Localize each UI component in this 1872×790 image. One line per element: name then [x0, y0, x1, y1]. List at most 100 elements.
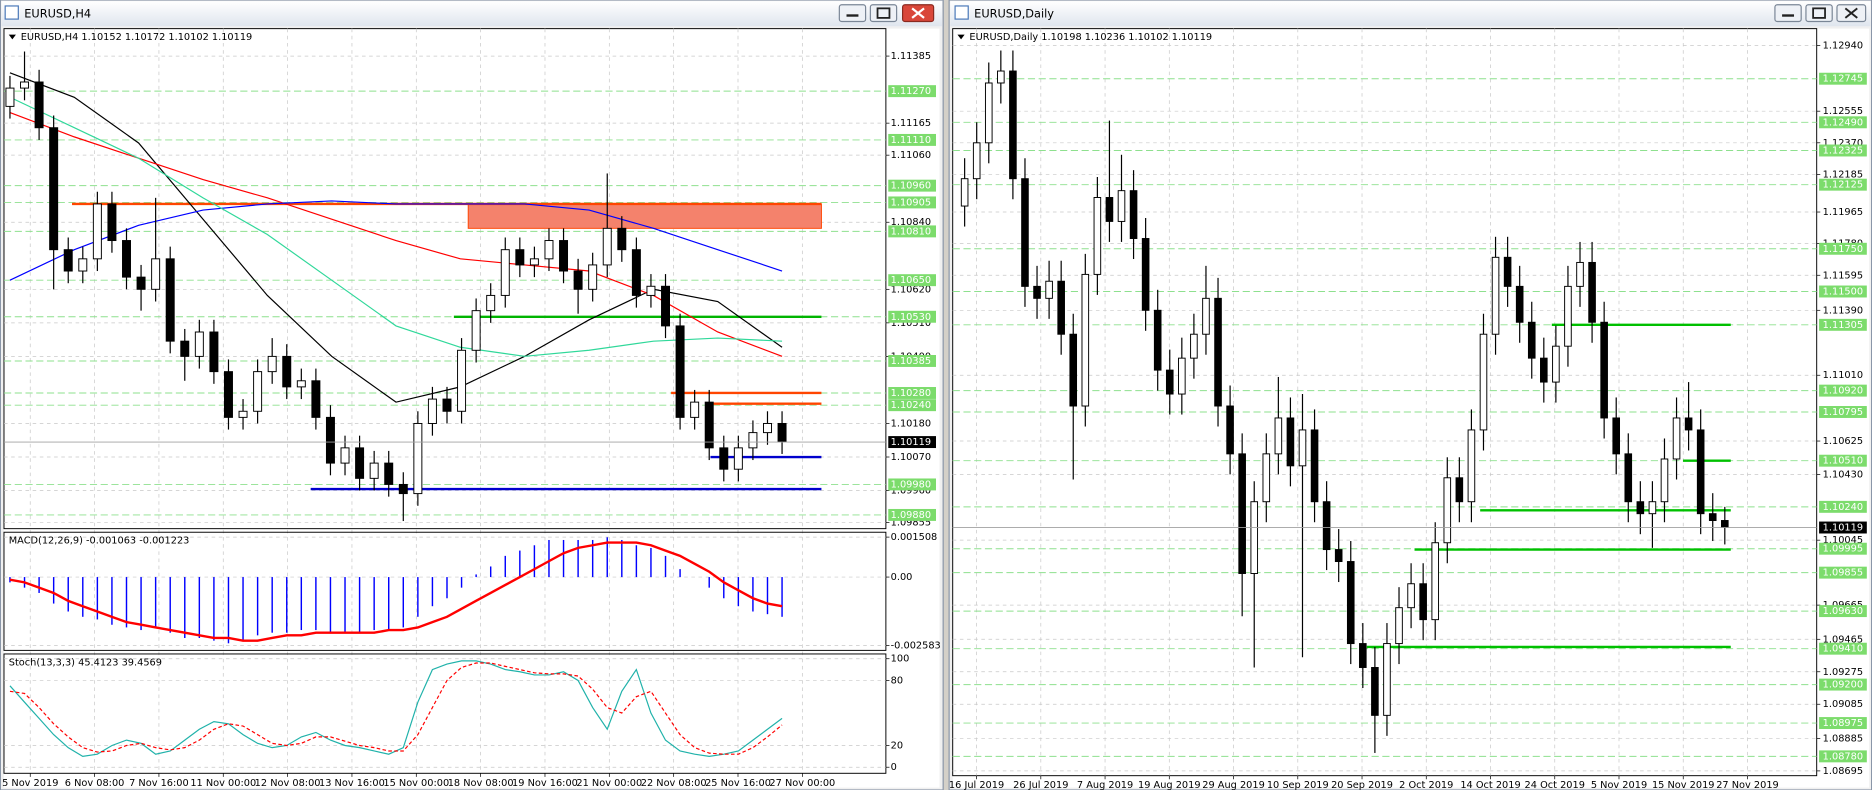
- candle-body: [1443, 477, 1452, 544]
- time-label: 13 Nov 16:00: [319, 778, 385, 789]
- y-tick-label: 1.09465: [1823, 634, 1863, 645]
- time-label: 7 Nov 16:00: [129, 778, 189, 789]
- y-tick-label: 0.00: [891, 572, 913, 583]
- y-tick-label: 1.11010: [1823, 370, 1863, 381]
- candle-body: [1286, 417, 1295, 467]
- candle-body: [1346, 561, 1355, 645]
- level-label: 1.09980: [891, 479, 931, 490]
- level-label-box: [888, 133, 936, 146]
- candle-body: [1612, 417, 1621, 455]
- level-label-box: [1819, 750, 1867, 763]
- y-tick-label: 1.08885: [1823, 733, 1863, 744]
- pane-border: [3, 653, 887, 774]
- candle-body: [1371, 667, 1379, 716]
- candle-body: [122, 240, 131, 278]
- candle-body: [486, 294, 496, 312]
- candle-body: [1552, 345, 1560, 383]
- level-label-box: [1819, 500, 1867, 513]
- y-tick-label: 1.12370: [1823, 138, 1863, 149]
- candle-body: [136, 276, 146, 290]
- time-label: 27 Nov 00:00: [769, 778, 835, 789]
- candle-body: [617, 227, 627, 251]
- restore-button[interactable]: [869, 4, 898, 23]
- candle-body: [267, 355, 277, 373]
- last-price-box: [1819, 521, 1867, 534]
- level-label: 1.10530: [891, 312, 931, 323]
- time-label: 26 Jul 2019: [1013, 780, 1068, 790]
- y-tick-label: 1.11165: [891, 118, 931, 129]
- level-label: 1.11750: [1823, 244, 1863, 255]
- y-tick-label: 1.08695: [1823, 766, 1863, 777]
- time-label: 12 Nov 08:00: [255, 778, 321, 789]
- level-label: 1.10240: [1823, 502, 1863, 513]
- title-bar: [950, 1, 1871, 27]
- level-label: 1.10240: [891, 400, 931, 411]
- candle-body: [1491, 256, 1500, 335]
- candle-body: [209, 331, 219, 373]
- candle-body: [1515, 285, 1524, 323]
- info-arrow: [8, 34, 16, 40]
- time-label: 6 Nov 08:00: [65, 778, 125, 789]
- level-label: 1.09630: [1823, 606, 1863, 617]
- minimize-button[interactable]: [838, 4, 867, 23]
- y-tick-label: 1.12555: [1823, 106, 1863, 117]
- candle-body: [49, 127, 59, 251]
- y-tick-label: 0: [891, 762, 897, 773]
- candle-body: [1021, 178, 1029, 287]
- candle-body: [602, 227, 612, 266]
- candle-body: [1057, 280, 1065, 335]
- window-icon: [4, 5, 19, 20]
- candle-body: [1588, 261, 1596, 323]
- stoch-signal: [9, 662, 783, 755]
- candle-body: [1455, 477, 1464, 503]
- time-label: 10 Sep 2019: [1267, 780, 1329, 790]
- level-label-box: [1819, 454, 1867, 467]
- level-label: 1.09995: [1823, 544, 1863, 555]
- candle-body: [223, 371, 233, 418]
- level-label-box: [888, 387, 936, 399]
- candle-body: [1033, 285, 1041, 299]
- candle-body: [1383, 643, 1391, 716]
- pane-border: [952, 28, 1818, 777]
- level-label: 1.10650: [891, 275, 931, 286]
- candle-body: [340, 447, 350, 464]
- level-label: 1.10960: [891, 181, 931, 192]
- candle-body: [515, 249, 525, 266]
- time-label: 11 Nov 00:00: [190, 778, 256, 789]
- y-tick-label: 100: [891, 654, 910, 665]
- time-label: 19 Aug 2019: [1138, 780, 1201, 790]
- restore-button[interactable]: [1805, 4, 1833, 23]
- moving-average: [9, 96, 783, 357]
- level-label-box: [1819, 72, 1867, 85]
- candle-body: [1117, 190, 1126, 222]
- candle-body: [1648, 501, 1657, 515]
- candle-body: [1165, 369, 1174, 395]
- zone: [467, 203, 822, 229]
- title-bar: [1, 1, 942, 27]
- candle-body: [78, 258, 88, 272]
- window-icon: [954, 5, 969, 20]
- level-label: 1.09410: [1823, 644, 1863, 655]
- candle-body: [704, 401, 714, 449]
- level-label-box: [888, 399, 936, 412]
- candle-body: [180, 340, 190, 357]
- window-title: EURUSD,Daily: [974, 6, 1054, 20]
- level-label-box: [1819, 678, 1867, 691]
- minimize-button[interactable]: [1774, 4, 1802, 23]
- candle-body: [777, 422, 787, 443]
- y-tick-label: -0.002583: [891, 641, 941, 652]
- candle-body: [748, 432, 758, 449]
- candle-body: [984, 82, 993, 144]
- level-label: 1.11270: [891, 86, 931, 97]
- level-label-box: [888, 274, 936, 287]
- time-label: 29 Aug 2019: [1202, 780, 1265, 790]
- candle-body: [1684, 417, 1693, 431]
- y-tick-label: 1.11965: [1823, 207, 1863, 218]
- candle-body: [1721, 520, 1729, 528]
- y-tick-label: 1.10510: [891, 318, 931, 329]
- y-tick-label: 1.11385: [891, 51, 931, 62]
- level-label: 1.11500: [1823, 286, 1863, 297]
- level-label-box: [1819, 318, 1867, 331]
- time-label: 5 Nov 2019: [1591, 780, 1647, 790]
